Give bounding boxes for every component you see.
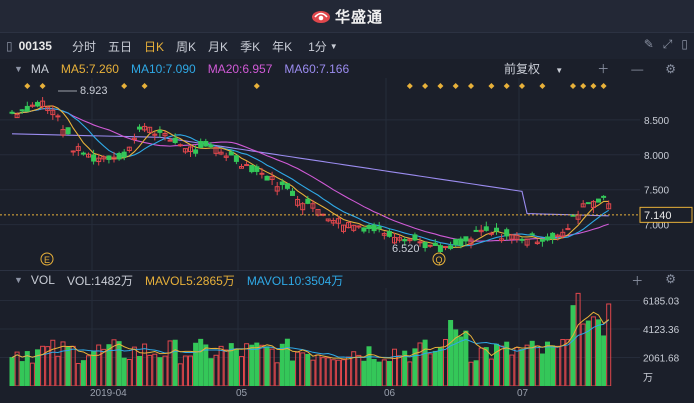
chevron-down-icon: ▼ [329,41,338,51]
tab-five-day[interactable]: 五日 [108,39,133,54]
symbol-display: ▯ 00135 [6,39,52,53]
tab-daily-k[interactable]: 日K [144,39,165,54]
volume-bars [9,292,612,386]
add-indicator-icon[interactable]: ＋ [631,274,644,288]
time-tick: 07 [517,388,529,399]
time-tick: 06 [384,388,396,399]
price-axis: 8.500 8.000 7.500 7.000 [644,116,669,232]
volume-axis: 6185.03 4123.36 2061.68 万 [643,297,680,384]
price-tick: 8.000 [644,151,669,162]
layout-split-icon[interactable]: ▯ [681,37,688,51]
event-q-marker[interactable] [432,252,446,266]
ma5-value: MA5:7.260 [60,61,119,76]
tab-quarterly-k[interactable]: 季K [240,39,261,54]
sidebar-toggle-icon[interactable]: ▯ [6,39,13,53]
tab-monthly-k[interactable]: 月K [208,39,229,54]
price-tick: 7.500 [644,186,669,197]
period-toolbar: ▯ 00135 分时 五日 日K 周K 月K 季K 年K 1分 ▼ ✎ ⤢ ▯ [0,32,694,60]
tab-yearly-k[interactable]: 年K [272,39,293,54]
adjust-select[interactable]: 前复权 ▼ [504,60,575,77]
draw-pen-icon[interactable]: ✎ [643,37,654,51]
time-tick: 2019-04 [90,388,127,399]
high-price-label: 8.923 [80,85,108,97]
minus-icon[interactable]: — [631,61,644,76]
logo-icon [311,11,330,23]
volume-chart[interactable]: 6185.03 4123.36 2061.68 万 [0,288,694,386]
event-markers [24,83,607,89]
current-price-box [639,206,693,223]
price-chart[interactable]: 8.500 8.000 7.500 7.000 7.140 8.923 6.520 E… [0,78,694,270]
volume-tick: 6185.03 [643,297,680,308]
volume-legend-bar: ▼ VOL VOL:1482万 MAVOL5:2865万 MAVOL10:350… [0,270,694,289]
event-q-label: Q [436,255,443,265]
app-title: 华盛通 [334,8,383,26]
low-price-label: 6.520 [392,243,420,255]
chevron-down-icon: ▼ [555,66,564,75]
ma-legend-bar: ▼ MA MA5:7.260 MA10:7.090 MA20:6.957 MA6… [0,59,694,78]
ma20-value: MA20:6.957 [207,61,273,76]
ma-label: MA [30,61,49,76]
price-tick: 8.500 [644,116,669,127]
period-value: 1分 [308,39,327,54]
adjust-value: 前复权 [503,62,540,76]
volume-tick: 4123.36 [643,325,680,336]
time-axis: 2019-04 05 06 07 [0,386,694,403]
mavol10-value: MAVOL10:3504万 [246,273,344,288]
symbol-code: 00135 [18,39,52,53]
title-bar: 华盛通 [0,0,694,32]
ma10-value: MA10:7.090 [130,61,196,76]
vol-value: VOL:1482万 [66,273,133,288]
fullscreen-icon[interactable]: ⤢ [662,37,673,51]
price-tick: 7.000 [644,221,669,232]
gear-icon[interactable]: ⚙ [665,61,676,76]
collapse-icon[interactable]: ▼ [14,63,23,74]
event-e-label: E [44,255,50,265]
event-e-marker[interactable] [40,252,54,266]
price-grid [0,78,640,270]
gear-icon[interactable]: ⚙ [665,272,676,286]
candlesticks [9,97,612,254]
tab-intraday[interactable]: 分时 [71,39,96,54]
current-price-label: 7.140 [644,210,672,222]
ma60-value: MA60:7.166 [284,61,350,76]
volume-unit: 万 [643,373,653,384]
app-logo: 华盛通 [311,6,383,27]
tab-weekly-k[interactable]: 周K [176,39,197,54]
add-indicator-icon[interactable]: ＋ [597,62,610,76]
collapse-icon[interactable]: ▼ [14,275,23,285]
volume-tick: 2061.68 [643,354,680,365]
vol-label: VOL [30,273,55,287]
time-tick: 05 [236,388,248,399]
period-select[interactable]: 1分 ▼ [308,38,338,55]
mavol5-value: MAVOL5:2865万 [144,273,235,288]
